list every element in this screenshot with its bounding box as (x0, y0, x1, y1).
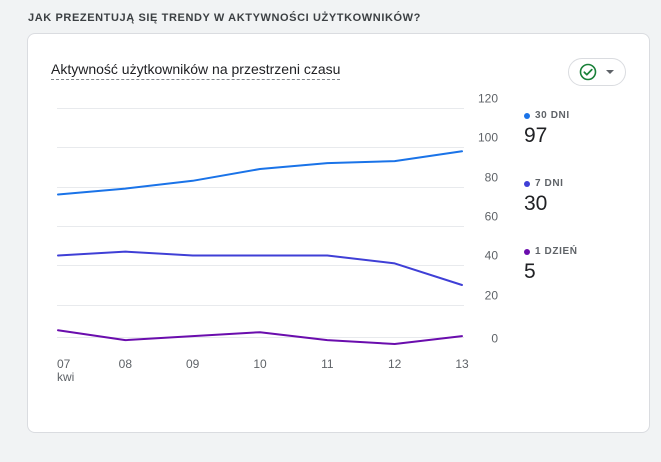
series-line-3 (57, 329, 463, 345)
y-tick-label: 60 (485, 210, 499, 224)
y-tick-label: 100 (478, 131, 498, 145)
x-tick-label: 10 (253, 357, 267, 371)
x-tick-label: 09 (186, 357, 200, 371)
series-line-2 (57, 250, 463, 286)
series-line-1 (57, 150, 463, 196)
y-tick-label: 40 (485, 249, 499, 263)
user-activity-card: Aktywność użytkowników na przestrzeni cz… (27, 33, 650, 433)
legend-dot-30-days (524, 112, 530, 119)
legend-value-30-days: 97 (524, 124, 548, 147)
legend-dot-1-day (524, 248, 530, 255)
caret-down-icon (605, 69, 615, 75)
legend-value-1-day: 5 (524, 260, 536, 283)
legend-item-1-day: 1 DZIEŃ 5 (524, 246, 634, 284)
y-tick-label: 120 (478, 92, 498, 106)
legend-dot-7-days (524, 180, 530, 187)
activity-line-chart: 120 100 80 60 40 20 0 07 08 09 10 11 12 13 kwi (57, 92, 499, 384)
y-tick-label: 0 (491, 332, 498, 346)
check-circle-icon (579, 63, 597, 81)
section-title: JAK PREZENTUJĄ SIĘ TRENDY W AKTYWNOŚCI U… (28, 12, 421, 24)
y-tick-label: 20 (485, 289, 499, 303)
card-title[interactable]: Aktywność użytkowników na przestrzeni cz… (51, 61, 341, 80)
x-tick-label: 07 (57, 357, 71, 371)
legend-value-7-days: 30 (524, 192, 548, 215)
x-tick-label: 11 (321, 357, 334, 371)
legend-item-7-days: 7 DNI 30 (524, 178, 634, 216)
status-dropdown-button[interactable] (568, 58, 626, 86)
y-tick-label: 80 (485, 171, 499, 185)
x-tick-sublabel: kwi (57, 370, 74, 384)
legend-label-7-days: 7 DNI (535, 178, 564, 189)
legend-label-30-days: 30 DNI (535, 110, 570, 121)
legend-label-1-day: 1 DZIEŃ (535, 246, 578, 257)
x-tick-label: 12 (388, 357, 402, 371)
x-tick-label: 13 (455, 357, 469, 371)
legend-item-30-days: 30 DNI 97 (524, 110, 634, 148)
x-tick-label: 08 (119, 357, 133, 371)
